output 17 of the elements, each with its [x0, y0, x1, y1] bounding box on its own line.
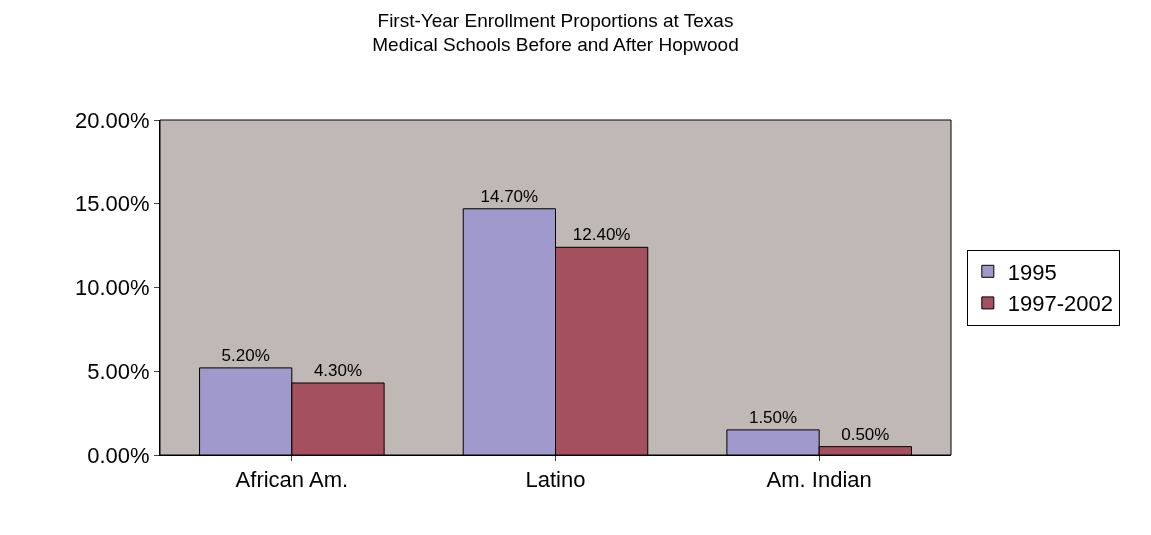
x-tick-label: African Am.	[235, 467, 349, 493]
x-tick-label: Am. Indian	[766, 467, 872, 493]
data-label: 1.50%	[748, 407, 798, 427]
data-label: 12.40%	[572, 225, 631, 245]
y-tick-label: 20.00%	[74, 107, 150, 133]
legend-label: 1997-2002	[1007, 291, 1114, 317]
data-label: 14.70%	[480, 186, 539, 206]
data-label: 4.30%	[313, 360, 363, 380]
chart-title: First-Year Enrollment Proportions at Texas Medical Schools Before and After Hopwood	[372, 9, 739, 56]
y-tick-label: 0.00%	[87, 442, 150, 468]
y-tick-label: 15.00%	[74, 191, 150, 217]
data-label: 0.50%	[841, 424, 890, 444]
legend-label: 1995	[1007, 259, 1057, 285]
data-label: 5.20%	[221, 345, 270, 365]
y-tick-label: 5.00%	[87, 358, 150, 384]
x-tick-label: Latino	[525, 467, 586, 493]
y-tick-label: 10.00%	[74, 275, 150, 301]
